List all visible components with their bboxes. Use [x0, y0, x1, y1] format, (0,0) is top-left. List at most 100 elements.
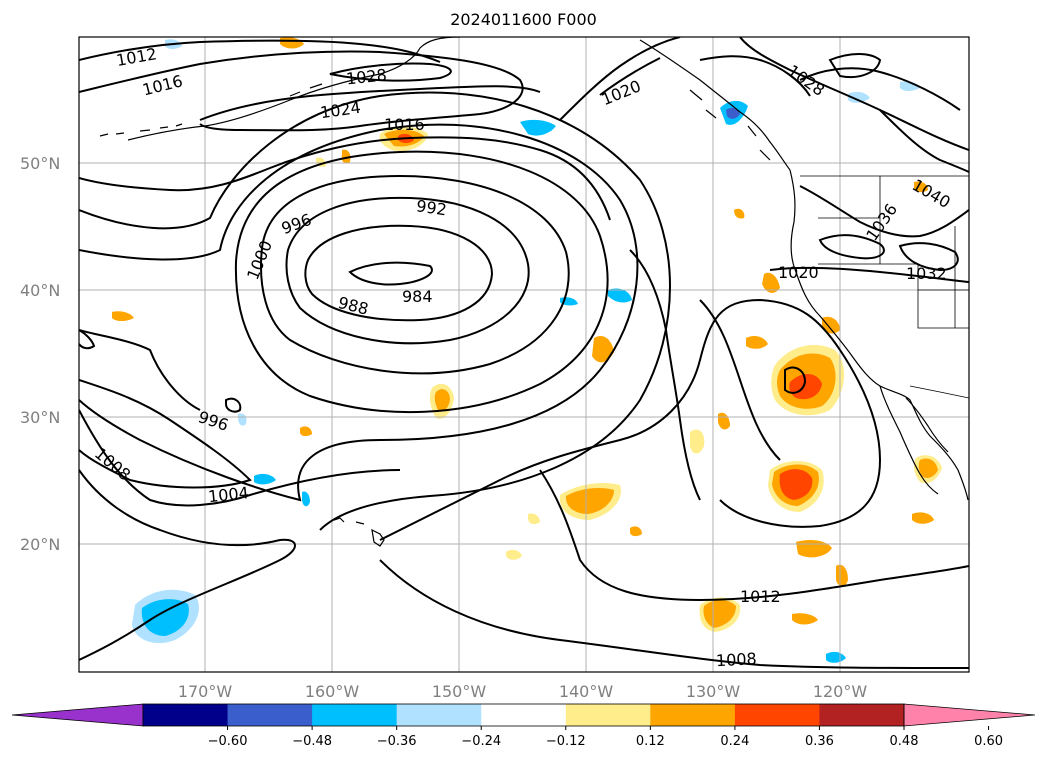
positive-anomaly-region — [912, 512, 934, 524]
lon-label: 150°W — [432, 682, 487, 701]
negative-anomaly-region — [826, 651, 846, 663]
lon-label: 120°W — [813, 682, 868, 701]
negative-anomaly-region — [848, 91, 870, 103]
political-borders — [800, 175, 969, 399]
isobar — [199, 85, 541, 121]
isobar — [225, 397, 242, 413]
colorbar-frame — [142, 703, 905, 727]
colorbar-tick-label: 0.24 — [720, 734, 749, 749]
isobar — [79, 39, 441, 63]
state-border — [818, 217, 880, 265]
baja-california — [879, 385, 939, 495]
isobar — [699, 55, 811, 97]
negative-anomaly-region — [302, 491, 310, 507]
isobar — [79, 50, 524, 132]
contour-label: 1012 — [740, 587, 781, 606]
colorbar-tick-label: −0.48 — [292, 734, 332, 749]
colorbar-bin — [819, 704, 905, 726]
positive-anomaly-region — [341, 149, 351, 164]
colorbar-bin — [227, 704, 313, 726]
negative-anomaly-region — [141, 599, 189, 636]
colorbar-tick-label: −0.36 — [377, 734, 417, 749]
positive-anomaly-region — [630, 526, 642, 537]
isobar — [799, 185, 969, 238]
isobar — [79, 91, 671, 531]
isobar-contours — [79, 37, 969, 669]
southeast-alaska-coast — [639, 39, 791, 171]
isobar — [234, 150, 609, 414]
positive-anomaly-region — [592, 335, 614, 363]
contour-label: 1028 — [345, 65, 387, 88]
lon-label: 160°W — [305, 682, 360, 701]
negative-anomaly-region — [608, 288, 632, 303]
contour-label: 1008 — [716, 649, 758, 670]
isobar — [828, 53, 882, 78]
contour-label: 1032 — [906, 264, 947, 283]
colorbar-tick-label: −0.12 — [546, 734, 586, 749]
colorbar-bin — [312, 704, 398, 726]
coastlines — [99, 37, 969, 547]
isobar — [79, 123, 639, 502]
alaska-coast — [127, 37, 461, 141]
positive-anomaly-region — [822, 316, 840, 334]
positive-anomaly-region — [300, 426, 312, 437]
state-border — [918, 226, 969, 328]
colorbar-bin — [565, 704, 651, 726]
lon-label: 140°W — [559, 682, 614, 701]
isobar — [379, 298, 882, 541]
colorbar-bin — [734, 704, 820, 726]
longitude-labels: 170°W 160°W 150°W 140°W 130°W 120°W — [178, 682, 868, 701]
colorbar-tick-label: −0.24 — [461, 734, 501, 749]
positive-anomaly-region — [565, 488, 614, 514]
contour-label: 984 — [402, 287, 433, 306]
isobar — [559, 37, 681, 121]
colorbar-under-extend — [11, 703, 144, 727]
isobar — [539, 469, 969, 602]
colorbar-tick-label: −0.60 — [208, 734, 248, 749]
colorbar-bin — [650, 704, 736, 726]
positive-anomaly-region — [528, 513, 540, 525]
state-border — [879, 176, 969, 329]
positive-anomaly-region — [434, 389, 450, 412]
bc-islands — [689, 89, 771, 161]
lat-label: 50°N — [20, 154, 60, 173]
positive-anomaly-region — [746, 336, 768, 349]
isobar — [79, 469, 296, 661]
gulf-of-california — [905, 397, 949, 453]
contour-label: 1004 — [207, 483, 249, 506]
colorbar: −0.60 −0.48 −0.36 −0.24 −0.12 0.12 0.24 0.36 0.4… — [11, 703, 1036, 749]
colorbar-tick-label: 0.12 — [636, 734, 665, 749]
latitude-labels: 50°N 40°N 30°N 20°N — [20, 154, 60, 554]
positive-anomaly-region — [779, 469, 813, 500]
map-border — [78, 36, 970, 673]
isobar — [260, 174, 570, 375]
positive-anomaly-region — [918, 458, 938, 478]
negative-anomaly-region — [726, 107, 740, 119]
colorbar-bin — [396, 704, 482, 726]
north-america-west-coast — [789, 169, 969, 501]
isobar — [739, 37, 969, 151]
contour-label: 992 — [415, 196, 448, 219]
positive-anomaly-region — [506, 549, 522, 560]
positive-anomaly-region — [836, 564, 848, 586]
isobar — [304, 224, 494, 322]
isobar — [898, 242, 959, 272]
lat-label: 30°N — [20, 408, 60, 427]
isobar — [599, 57, 661, 96]
isobar — [285, 196, 530, 345]
isobar — [769, 266, 969, 283]
isobar — [629, 249, 701, 501]
isobar — [379, 559, 969, 669]
positive-anomaly-region — [734, 208, 745, 219]
isobar — [79, 136, 611, 221]
isobar — [329, 62, 452, 82]
positive-anomaly-region — [792, 613, 818, 625]
colorbar-tick-label: 0.36 — [805, 734, 834, 749]
lon-label: 170°W — [178, 682, 233, 701]
positive-anomaly-region — [703, 600, 736, 628]
aleutian-islands — [99, 83, 323, 137]
isobar — [799, 67, 961, 111]
negative-anomaly-region — [254, 473, 276, 485]
isobar — [79, 329, 96, 350]
